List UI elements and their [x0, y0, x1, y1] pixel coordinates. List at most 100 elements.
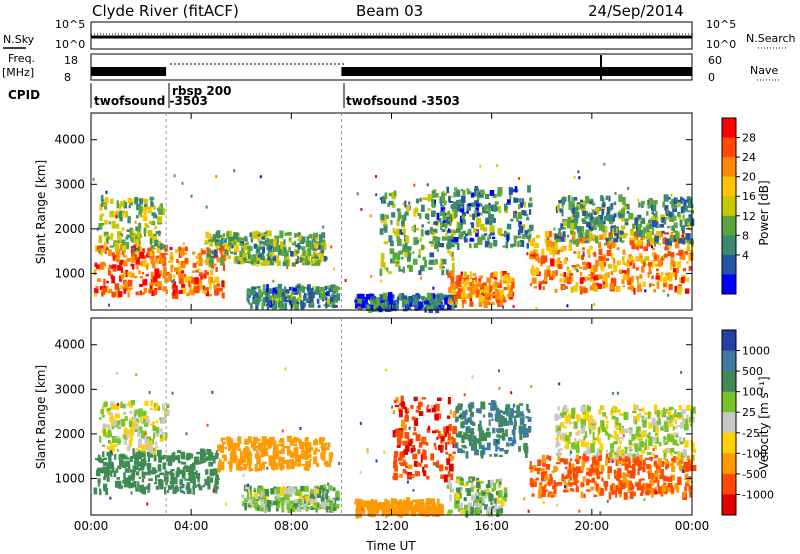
data-cell — [180, 451, 186, 460]
data-cell — [255, 496, 258, 500]
data-cell — [671, 465, 676, 472]
data-cell — [231, 445, 236, 454]
data-cell — [243, 455, 247, 463]
data-cell — [643, 261, 646, 267]
data-speck — [259, 175, 262, 179]
data-cell — [333, 298, 338, 303]
data-cell — [678, 237, 683, 244]
data-cell — [402, 406, 407, 409]
data-cell — [251, 255, 256, 261]
data-cell — [374, 304, 379, 308]
data-cell — [555, 206, 558, 213]
data-cell — [125, 242, 129, 250]
data-cell — [496, 428, 501, 433]
data-cell — [565, 437, 570, 442]
data-cell — [653, 213, 657, 219]
data-cell — [146, 485, 150, 490]
data-cell — [99, 203, 103, 211]
data-cell — [666, 449, 672, 453]
data-cell — [215, 266, 218, 272]
data-cell — [407, 253, 411, 261]
data-cell — [465, 279, 470, 286]
data-cell — [501, 432, 506, 441]
data-cell — [107, 267, 111, 273]
data-cell — [448, 297, 452, 301]
data-cell — [529, 466, 534, 469]
data-cell — [418, 411, 424, 416]
data-cell — [214, 485, 217, 491]
data-cell — [295, 244, 300, 248]
data-cell — [179, 479, 184, 486]
data-cell — [268, 460, 272, 466]
data-cell — [483, 495, 487, 499]
data-cell — [475, 506, 481, 514]
data-cell — [655, 426, 660, 433]
data-cell — [259, 496, 264, 499]
data-cell — [480, 283, 485, 290]
data-cell — [374, 509, 380, 512]
data-cell — [440, 474, 445, 479]
data-cell — [407, 251, 411, 256]
data-cell — [116, 209, 121, 212]
data-cell — [322, 484, 327, 491]
data-cell — [513, 421, 516, 428]
data-cell — [308, 290, 313, 295]
data-cell — [671, 265, 674, 268]
data-cell — [324, 286, 328, 291]
data-cell — [574, 480, 580, 483]
data-cell — [114, 247, 119, 252]
data-cell — [149, 423, 154, 426]
data-cell — [484, 292, 490, 299]
data-cell — [429, 507, 434, 516]
data-cell — [263, 232, 269, 236]
data-cell — [403, 509, 408, 516]
data-cell — [208, 260, 214, 263]
data-cell — [135, 257, 140, 265]
data-cell — [191, 280, 195, 284]
data-speck — [426, 183, 429, 187]
data-cell — [646, 464, 651, 469]
data-cell — [156, 420, 159, 424]
data-cell — [682, 449, 687, 457]
data-cell — [388, 510, 392, 514]
data-cell — [630, 255, 634, 264]
data-cell — [325, 492, 329, 500]
data-speck — [176, 249, 179, 253]
data-cell — [454, 187, 458, 191]
data-cell — [476, 503, 481, 508]
data-cell — [449, 200, 453, 203]
data-cell — [210, 269, 214, 276]
data-cell — [620, 208, 626, 216]
data-cell — [592, 437, 597, 441]
data-cell — [178, 277, 184, 284]
data-cell — [229, 456, 234, 462]
data-cell — [177, 260, 183, 265]
data-cell — [260, 490, 263, 498]
data-cell — [439, 464, 444, 472]
data-cell — [475, 205, 480, 208]
data-cell — [496, 509, 499, 517]
data-cell — [641, 489, 644, 494]
data-cell — [253, 436, 258, 443]
data-cell — [289, 296, 292, 305]
data-cell — [98, 223, 103, 230]
data-cell — [506, 202, 511, 205]
data-cell — [393, 460, 398, 469]
data-cell — [451, 237, 454, 243]
data-cell — [391, 502, 395, 509]
data-cell — [581, 460, 586, 468]
data-cell — [610, 485, 613, 491]
data-cell — [645, 439, 648, 442]
data-cell — [386, 267, 389, 272]
data-cell — [122, 271, 126, 278]
data-cell — [234, 244, 239, 253]
data-cell — [280, 296, 284, 303]
data-cell — [182, 466, 186, 475]
data-cell — [318, 235, 323, 242]
data-cell — [406, 206, 410, 210]
data-cell — [677, 425, 680, 428]
data-cell — [601, 208, 604, 216]
data-cell — [385, 299, 389, 304]
data-cell — [406, 497, 410, 505]
data-cell — [313, 292, 318, 295]
